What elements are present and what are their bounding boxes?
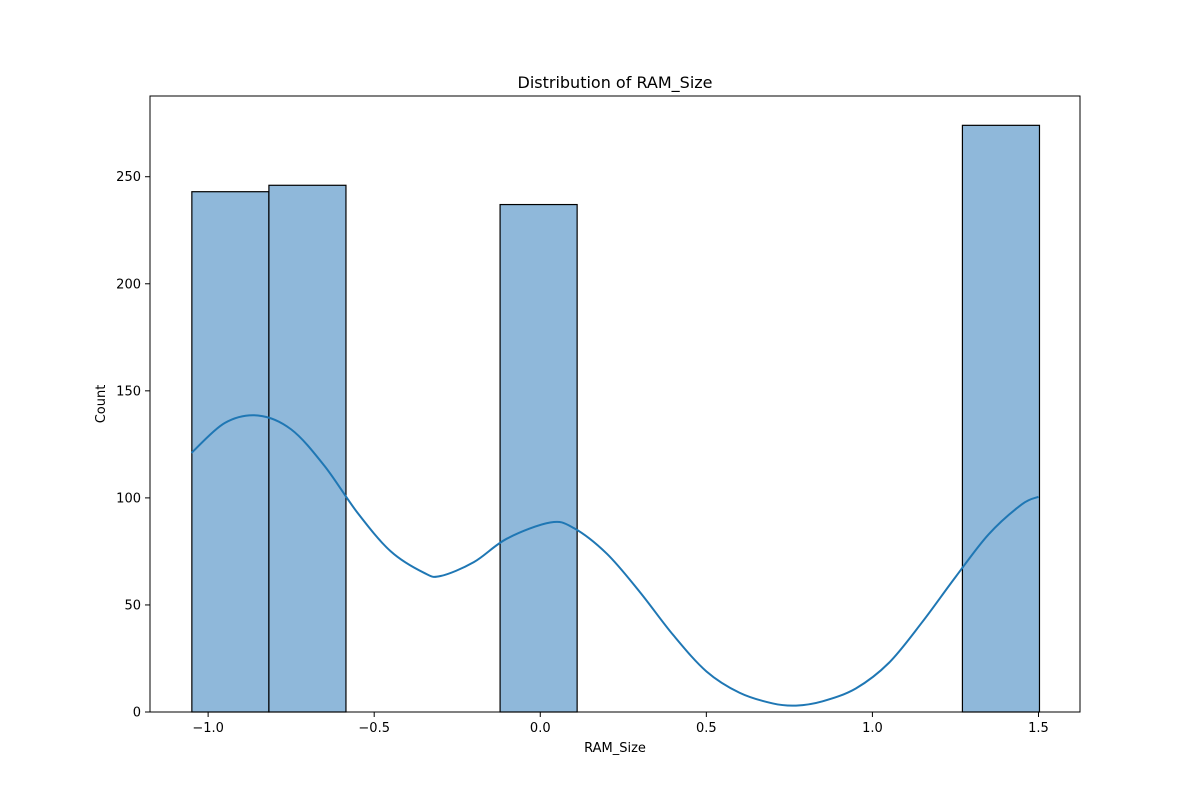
bars-layer [191,124,1041,713]
x-tick-label: −0.5 [358,721,390,736]
y-axis-label: Count [94,385,109,424]
histogram-bar [268,184,347,713]
histogram-bar [191,191,270,713]
kde-line [190,414,1039,707]
y-tick-label: 250 [116,170,141,185]
x-tick-label: −1.0 [192,721,224,736]
x-tick-label: 1.0 [862,721,883,736]
x-tick-label: 1.5 [1028,721,1049,736]
y-tick-label: 150 [116,384,141,399]
histogram-bar [499,203,578,713]
x-tick-label: 0.0 [530,721,551,736]
y-tick-label: 0 [133,706,141,721]
x-axis-ticks: −1.0 −0.5 0.0 0.5 1.0 1.5 [192,712,1049,736]
plot-frame [149,95,1081,713]
y-axis-ticks: 0 50 100 150 200 250 [116,170,150,721]
y-tick-label: 200 [116,277,141,292]
x-tick-label: 0.5 [696,721,717,736]
x-axis-label: RAM_Size [584,741,646,756]
y-tick-label: 100 [116,491,141,506]
y-tick-label: 50 [124,598,141,613]
chart-title: Distribution of RAM_Size [518,73,713,93]
histogram-bar [961,124,1041,713]
